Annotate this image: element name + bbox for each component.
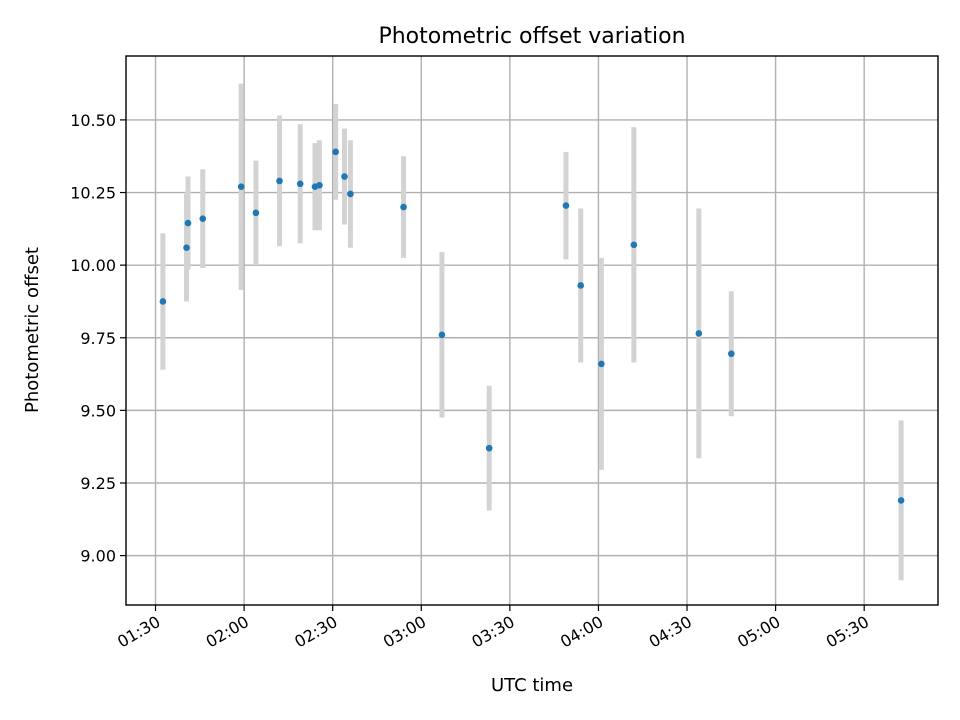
y-tick-label: 9.50 <box>80 401 116 420</box>
data-point <box>276 177 283 185</box>
data-point <box>562 202 570 209</box>
data-point <box>438 331 446 339</box>
data-point <box>341 173 348 180</box>
data-point <box>485 444 493 452</box>
data-series <box>159 83 905 581</box>
data-point <box>400 203 407 211</box>
y-tick-label: 9.00 <box>80 547 116 566</box>
data-point <box>728 350 735 358</box>
y-axis-label: Photometric offset <box>22 247 43 413</box>
data-point <box>252 209 260 217</box>
y-tick-label: 10.00 <box>70 256 116 275</box>
grid <box>126 56 938 605</box>
data-point <box>598 360 605 368</box>
data-point <box>184 219 192 227</box>
data-point <box>316 181 323 189</box>
data-point <box>296 180 304 188</box>
data-point <box>630 241 638 249</box>
y-tick-label: 10.25 <box>70 184 116 203</box>
data-point <box>183 244 190 252</box>
y-tick-label: 10.50 <box>70 111 116 130</box>
data-point <box>695 330 703 337</box>
data-point <box>199 215 207 222</box>
data-point <box>237 183 245 191</box>
data-point <box>577 282 585 289</box>
data-point <box>159 298 167 305</box>
x-axis-label: UTC time <box>491 675 573 696</box>
y-tick-label: 9.75 <box>80 329 116 348</box>
plot-frame <box>125 55 939 606</box>
data-point <box>897 497 905 504</box>
data-point <box>332 148 339 156</box>
y-tick-label: 9.25 <box>80 474 116 493</box>
data-point <box>347 190 354 198</box>
chart-title: Photometric offset variation <box>378 24 685 49</box>
